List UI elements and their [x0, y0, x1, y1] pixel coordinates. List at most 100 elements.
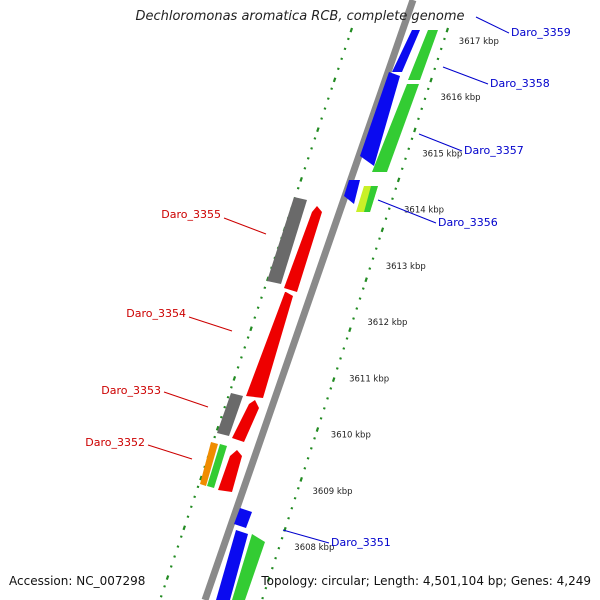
- tick-mark: [246, 336, 250, 339]
- tick-mark: [260, 296, 263, 300]
- tick-mark: [193, 495, 197, 499]
- scale-label: 3615 kbp: [422, 149, 462, 159]
- scale-label: 3613 kbp: [386, 262, 426, 272]
- tick-mark: [348, 327, 352, 333]
- tick-mark: [163, 585, 166, 588]
- scale-label: 3608 kbp: [294, 543, 334, 553]
- tick-mark: [364, 277, 368, 283]
- tick-mark: [313, 437, 316, 440]
- gene-daro3359-green[interactable]: [408, 30, 438, 80]
- tick-mark: [287, 516, 290, 520]
- map-title: Dechloromonas aromatica RCB, complete ge…: [135, 9, 465, 24]
- leader-daro3354: [188, 316, 233, 332]
- tick-mark: [322, 407, 326, 410]
- leader-daro3358: [442, 66, 489, 85]
- label-daro3358[interactable]: Daro_3358: [490, 77, 550, 90]
- gene-daro3351-blue[interactable]: [216, 530, 248, 600]
- tick-mark: [439, 47, 443, 51]
- tick-mark: [240, 356, 243, 359]
- tick-mark: [426, 87, 430, 91]
- tick-mark: [400, 167, 404, 171]
- tick-mark: [263, 286, 267, 290]
- gene-daro3357-blue-small[interactable]: [344, 180, 360, 204]
- scale-label: 3614 kbp: [404, 206, 444, 216]
- gene-daro3359-blue[interactable]: [392, 30, 420, 72]
- gene-daro3355-red[interactable]: [284, 206, 322, 292]
- gene-daro3351-green[interactable]: [232, 534, 265, 600]
- gene-daro3357-green[interactable]: [372, 84, 419, 172]
- reverse-strand-genes: [200, 197, 322, 492]
- tick-mark: [299, 477, 303, 482]
- tick-mark: [165, 575, 170, 581]
- gene-daro3352-green[interactable]: [207, 444, 227, 488]
- tick-mark: [173, 555, 176, 558]
- tick-mark: [374, 247, 378, 250]
- leader-lines: [147, 16, 510, 544]
- tick-mark: [306, 157, 310, 160]
- tick-mark: [182, 525, 186, 531]
- tick-mark: [213, 435, 217, 439]
- tick-mark: [293, 496, 297, 500]
- gene-daro3355-gray[interactable]: [267, 197, 307, 284]
- tick-mark: [345, 337, 349, 340]
- leader-daro3356: [377, 199, 437, 224]
- tick-mark: [433, 67, 437, 71]
- tick-mark: [306, 457, 310, 460]
- leader-daro3353: [163, 391, 209, 408]
- label-daro3356[interactable]: Daro_3356: [438, 216, 498, 229]
- tick-mark: [336, 67, 340, 71]
- tick-mark: [326, 97, 330, 100]
- accession-text: Accession: NC_007298: [9, 574, 146, 588]
- gene-daro3352-orange[interactable]: [200, 442, 218, 486]
- gene-daro3358-blue[interactable]: [360, 72, 400, 166]
- tick-mark: [320, 117, 323, 120]
- scale-label: 3617 kbp: [459, 37, 499, 47]
- tick-mark: [243, 346, 247, 349]
- tick-mark: [256, 306, 260, 309]
- tick-mark: [179, 535, 183, 538]
- tick-mark: [249, 326, 253, 332]
- tick-mark: [331, 377, 336, 383]
- tick-mark: [315, 427, 320, 432]
- label-daro3351[interactable]: Daro_3351: [331, 536, 391, 549]
- label-daro3359[interactable]: Daro_3359: [511, 26, 571, 39]
- gene-daro3353-red[interactable]: [232, 400, 259, 442]
- label-daro3353[interactable]: Daro_3353: [101, 384, 161, 397]
- label-daro3357[interactable]: Daro_3357: [464, 144, 524, 157]
- tick-mark: [277, 546, 281, 550]
- outer-tick-track: [159, 27, 354, 598]
- tick-mark: [361, 287, 365, 290]
- tick-mark: [404, 157, 407, 161]
- tick-mark: [387, 207, 391, 210]
- scale-label: 3612 kbp: [367, 318, 407, 328]
- tick-mark: [303, 167, 307, 170]
- tick-mark: [436, 57, 440, 61]
- tick-mark: [329, 387, 333, 390]
- label-daro3355[interactable]: Daro_3355: [161, 208, 221, 221]
- tick-mark: [296, 486, 300, 490]
- tick-mark: [270, 566, 274, 570]
- tick-mark: [355, 307, 359, 310]
- gene-daro3351-blue-small[interactable]: [234, 508, 252, 528]
- gene-daro3356-green[interactable]: [364, 186, 378, 212]
- leader-daro3355: [223, 217, 267, 235]
- tick-mark: [196, 485, 200, 489]
- tick-mark: [396, 177, 401, 183]
- gene-daro3353-gray[interactable]: [217, 393, 243, 436]
- tick-mark: [349, 27, 354, 33]
- label-daro3354[interactable]: Daro_3354: [126, 307, 186, 320]
- tick-mark: [230, 386, 233, 389]
- tick-mark: [443, 37, 446, 41]
- tick-mark: [310, 147, 313, 150]
- tick-mark: [236, 366, 240, 369]
- gene-daro3352-red[interactable]: [218, 450, 242, 492]
- gene-daro3354-red[interactable]: [246, 292, 293, 398]
- tick-mark: [410, 137, 414, 141]
- scale-label: 3616 kbp: [441, 93, 481, 103]
- label-daro3352[interactable]: Daro_3352: [85, 436, 145, 449]
- tick-mark: [176, 545, 180, 548]
- tick-mark: [330, 87, 333, 90]
- tick-mark: [309, 447, 313, 450]
- tick-mark: [335, 367, 339, 370]
